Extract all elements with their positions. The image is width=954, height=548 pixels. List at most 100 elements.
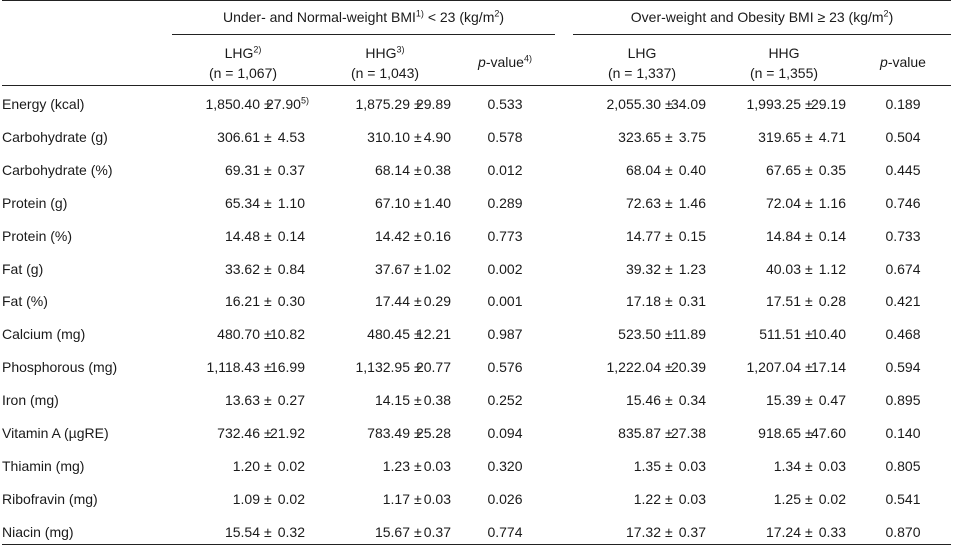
p-value-cell: 0.468 <box>885 326 921 343</box>
row-label: Calcium (mg) <box>2 326 86 343</box>
se-value: 0.35 <box>801 161 846 179</box>
row-label: Vitamin A (µgRE) <box>2 425 109 441</box>
row-label: Phosphorous (mg) <box>2 359 118 376</box>
mean-value: 15.39 <box>765 392 801 409</box>
mean-value: 14.84 <box>765 227 801 244</box>
plus-minus-sign: ± <box>665 490 673 507</box>
col-header-lhg-overweight: LHG (n = 1,337) <box>576 43 708 83</box>
p-value-cell: 0.289 <box>487 194 523 211</box>
superscript-2: 2 <box>494 8 500 19</box>
mean-value: 1,222.04 <box>606 359 662 376</box>
plus-minus-sign: ± <box>665 392 673 409</box>
mean-value: 1.09 <box>232 490 260 507</box>
col-name: HHG <box>768 45 800 61</box>
se-number: 21.92 <box>269 425 305 441</box>
plus-minus-sign: ± <box>264 227 272 244</box>
p-value-cell: 0.594 <box>885 359 921 376</box>
footnote-mark: 3) <box>396 44 405 55</box>
se-number: 29.89 <box>415 96 451 112</box>
plus-minus-sign: ± <box>414 359 422 376</box>
se-value: 0.14 <box>260 227 305 245</box>
se-number: 16.99 <box>269 359 305 376</box>
mean-value: 15.46 <box>625 392 661 409</box>
se-value: 4.53 <box>260 128 305 146</box>
se-value: 4.71 <box>801 128 846 146</box>
se-value: 0.29 <box>406 292 451 310</box>
plus-minus-sign: ± <box>414 96 422 112</box>
p-value-cell: 0.674 <box>885 260 921 277</box>
plus-minus-sign: ± <box>414 293 422 310</box>
se-number: 0.30 <box>277 293 305 310</box>
se-number: 1.16 <box>818 194 846 211</box>
group-left-rest: < 23 (kg/m <box>423 9 495 25</box>
plus-minus-sign: ± <box>805 326 813 343</box>
footnote-mark: 1) <box>415 8 424 19</box>
p-value-cell: 0.421 <box>885 293 921 310</box>
se-value: 27.38 <box>661 424 706 442</box>
group-left-close: ) <box>499 9 505 25</box>
plus-minus-sign: ± <box>805 359 813 376</box>
mean-value: 33.62 <box>224 260 260 277</box>
p-value-cell: 0.870 <box>885 523 921 540</box>
se-number: 0.37 <box>423 523 451 540</box>
se-value: 25.28 <box>406 424 451 442</box>
mean-value: 37.67 <box>374 260 410 277</box>
se-number: 47.60 <box>810 425 846 441</box>
se-value: 4.90 <box>406 128 451 146</box>
se-value: 1.40 <box>406 194 451 212</box>
se-value: 20.39 <box>661 358 706 376</box>
col-name: LHG <box>224 45 254 61</box>
se-number: 1.02 <box>423 260 451 277</box>
mean-value: 918.65 <box>758 425 801 441</box>
mean-value: 1.17 <box>382 490 410 507</box>
plus-minus-sign: ± <box>665 128 673 145</box>
plus-minus-sign: ± <box>805 161 813 178</box>
mean-value: 511.51 <box>759 326 801 343</box>
plus-minus-sign: ± <box>414 392 422 409</box>
se-value: 21.92 <box>260 424 305 442</box>
se-value: 1.02 <box>406 260 451 278</box>
se-value: 1.12 <box>801 260 846 278</box>
mean-value: 1.25 <box>773 490 801 507</box>
plus-minus-sign: ± <box>665 326 673 343</box>
table-top-rule <box>2 0 951 1</box>
col-header-lhg-normal: LHG2) (n = 1,067) <box>177 43 309 83</box>
mean-value: 1,850.40 <box>205 96 261 112</box>
se-value: 1.10 <box>260 194 305 212</box>
group-left-text: Under- and Normal-weight BMI <box>222 9 416 25</box>
header-bottom-rule <box>2 85 951 86</box>
p-value-cell: 0.805 <box>885 457 921 474</box>
mean-value: 16.21 <box>224 293 260 310</box>
se-number: 27.38 <box>670 425 706 441</box>
se-number: 34.09 <box>670 96 706 112</box>
mean-value: 310.10 <box>367 128 410 145</box>
mean-value: 783.49 <box>367 425 410 441</box>
p-value-cell: 0.733 <box>885 227 921 244</box>
row-label: Energy (kcal) <box>2 96 85 112</box>
mean-value: 1,132.95 <box>355 359 411 376</box>
plus-minus-sign: ± <box>414 194 422 211</box>
row-label: Protein (%) <box>2 227 73 244</box>
mean-value: 67.65 <box>765 161 801 178</box>
row-label: Fat (g) <box>2 260 44 277</box>
se-value: 0.27 <box>260 391 305 409</box>
mean-value: 1,207.04 <box>746 359 802 376</box>
mean-value: 17.51 <box>765 293 801 310</box>
p-value-cell: 0.541 <box>885 490 921 507</box>
se-value: 0.02 <box>260 490 305 508</box>
p-value-cell: 0.012 <box>487 161 523 178</box>
se-number: 0.38 <box>423 392 451 409</box>
mean-value: 15.54 <box>224 523 260 540</box>
se-number: 0.37 <box>678 523 706 540</box>
se-value: 0.03 <box>406 490 451 508</box>
se-number: 0.32 <box>277 523 305 540</box>
se-number: 0.84 <box>277 260 305 277</box>
se-value: 0.15 <box>661 227 706 245</box>
se-number: 0.15 <box>678 227 706 244</box>
p-value-cell: 0.445 <box>885 161 921 178</box>
mean-value: 68.14 <box>374 161 410 178</box>
mean-value: 1,993.25 <box>746 96 802 112</box>
footnote-mark: 5) <box>300 95 309 106</box>
se-number: 0.27 <box>277 392 305 409</box>
plus-minus-sign: ± <box>414 523 422 540</box>
